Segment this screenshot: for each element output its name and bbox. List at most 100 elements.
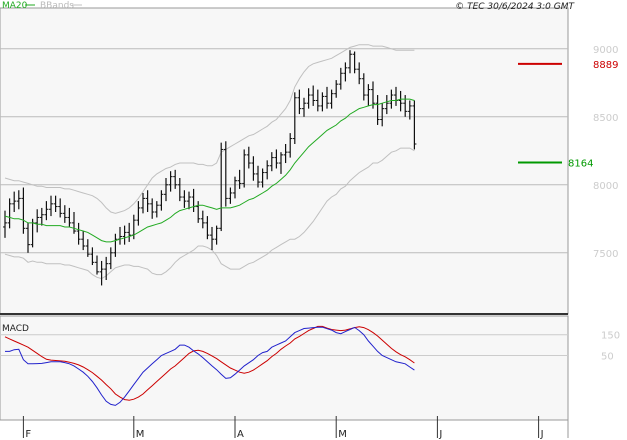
- macd-tick-150: 150: [601, 331, 620, 342]
- price-bar: [145, 190, 150, 212]
- price-bar: [407, 100, 412, 120]
- price-bar: [210, 226, 214, 251]
- support-resistance-levels: 8889 8164: [518, 60, 618, 169]
- price-bar: [251, 156, 256, 181]
- price-bar: [187, 191, 191, 210]
- x-tick-label-J: J: [540, 429, 544, 440]
- price-bar: [49, 195, 53, 217]
- price-bar: [320, 92, 325, 112]
- price-bar: [292, 92, 297, 144]
- price-bar: [389, 89, 394, 109]
- macd-axis-labels: 50 150: [601, 331, 620, 363]
- bollinger-bands: [4, 44, 415, 280]
- price-bar: [154, 201, 159, 218]
- x-tick-label-M: M: [338, 429, 347, 440]
- price-panel-frame: [0, 7, 569, 315]
- resistance-label: 8889: [593, 60, 618, 71]
- price-bar: [256, 165, 260, 188]
- price-tick-8500: 8500: [593, 113, 618, 124]
- price-bar: [237, 169, 242, 189]
- price-bar: [173, 169, 178, 189]
- price-bar: [53, 195, 58, 212]
- price-bar: [265, 160, 270, 180]
- price-bar: [205, 216, 210, 240]
- price-bar: [200, 210, 205, 229]
- price-bar: [352, 51, 357, 74]
- macd-series: [4, 325, 415, 406]
- price-bar: [348, 50, 352, 74]
- support-label: 8164: [568, 158, 593, 169]
- price-bar: [288, 133, 293, 158]
- price-bar: [315, 89, 320, 112]
- price-bar: [279, 152, 283, 174]
- price-bar: [375, 95, 380, 125]
- price-bar: [35, 209, 40, 233]
- price-bar: [16, 190, 21, 210]
- price-bar: [104, 256, 109, 280]
- price-bar: [113, 233, 118, 257]
- price-bar: [62, 205, 67, 223]
- macd-gridlines: [0, 334, 568, 357]
- price-bar: [228, 187, 233, 204]
- price-bar: [219, 142, 224, 232]
- price-bar: [311, 85, 316, 106]
- price-bar: [21, 187, 26, 234]
- price-bar: [159, 190, 164, 211]
- price-bar: [223, 141, 228, 207]
- price-bar: [269, 152, 274, 172]
- price-bar: [44, 201, 49, 221]
- price-bar: [329, 89, 334, 109]
- price-axis-labels: 7500 8000 8500 9000: [593, 45, 618, 260]
- bb-lower-line: [4, 147, 415, 280]
- price-bar: [366, 84, 371, 106]
- price-bar: [334, 80, 339, 98]
- price-bar: [150, 198, 155, 219]
- macd-signal-line: [4, 325, 415, 401]
- bb-upper-line: [4, 44, 415, 214]
- chart-title: © TEC 30/6/2024 3:0 GMT: [455, 2, 575, 12]
- price-bar: [39, 207, 44, 226]
- price-bar: [357, 62, 362, 85]
- price-bar: [7, 198, 12, 229]
- x-tick-label-M: M: [136, 429, 145, 440]
- price-bar: [260, 168, 265, 188]
- x-tick-label-J: J: [438, 429, 442, 440]
- price-bar: [136, 201, 141, 226]
- price-bar: [246, 146, 251, 169]
- price-gridlines: [0, 48, 568, 254]
- price-bar: [182, 190, 187, 208]
- price-bar: [384, 95, 389, 115]
- price-bar: [95, 255, 99, 275]
- x-tick-label-F: F: [25, 429, 31, 440]
- price-bar: [127, 222, 132, 242]
- price-bar: [122, 225, 127, 245]
- price-tick-7500: 7500: [593, 249, 618, 260]
- price-bar: [3, 210, 7, 238]
- macd-line: [5, 326, 415, 406]
- price-bar: [72, 212, 76, 234]
- ma20-polyline: [4, 98, 415, 243]
- ma20-line: [4, 98, 415, 243]
- price-bar: [283, 144, 288, 164]
- price-bar: [398, 90, 403, 112]
- price-bar: [297, 89, 302, 115]
- price-bar: [380, 103, 385, 127]
- macd-label: MACD: [2, 324, 29, 334]
- price-bar: [58, 198, 63, 218]
- price-bar: [141, 192, 145, 214]
- x-tick-label-A: A: [237, 429, 244, 440]
- price-bar: [242, 149, 247, 188]
- price-bar: [168, 171, 173, 192]
- price-bar: [325, 86, 329, 109]
- price-bar: [343, 62, 348, 82]
- price-bar: [302, 97, 306, 117]
- price-bar: [361, 73, 366, 101]
- price-bar: [177, 178, 182, 202]
- price-bar: [26, 222, 30, 253]
- macd-panel-frame: [0, 315, 569, 421]
- price-bar: [90, 247, 95, 266]
- price-bar: [108, 247, 113, 270]
- price-bar: [274, 149, 279, 169]
- price-bar: [81, 231, 86, 251]
